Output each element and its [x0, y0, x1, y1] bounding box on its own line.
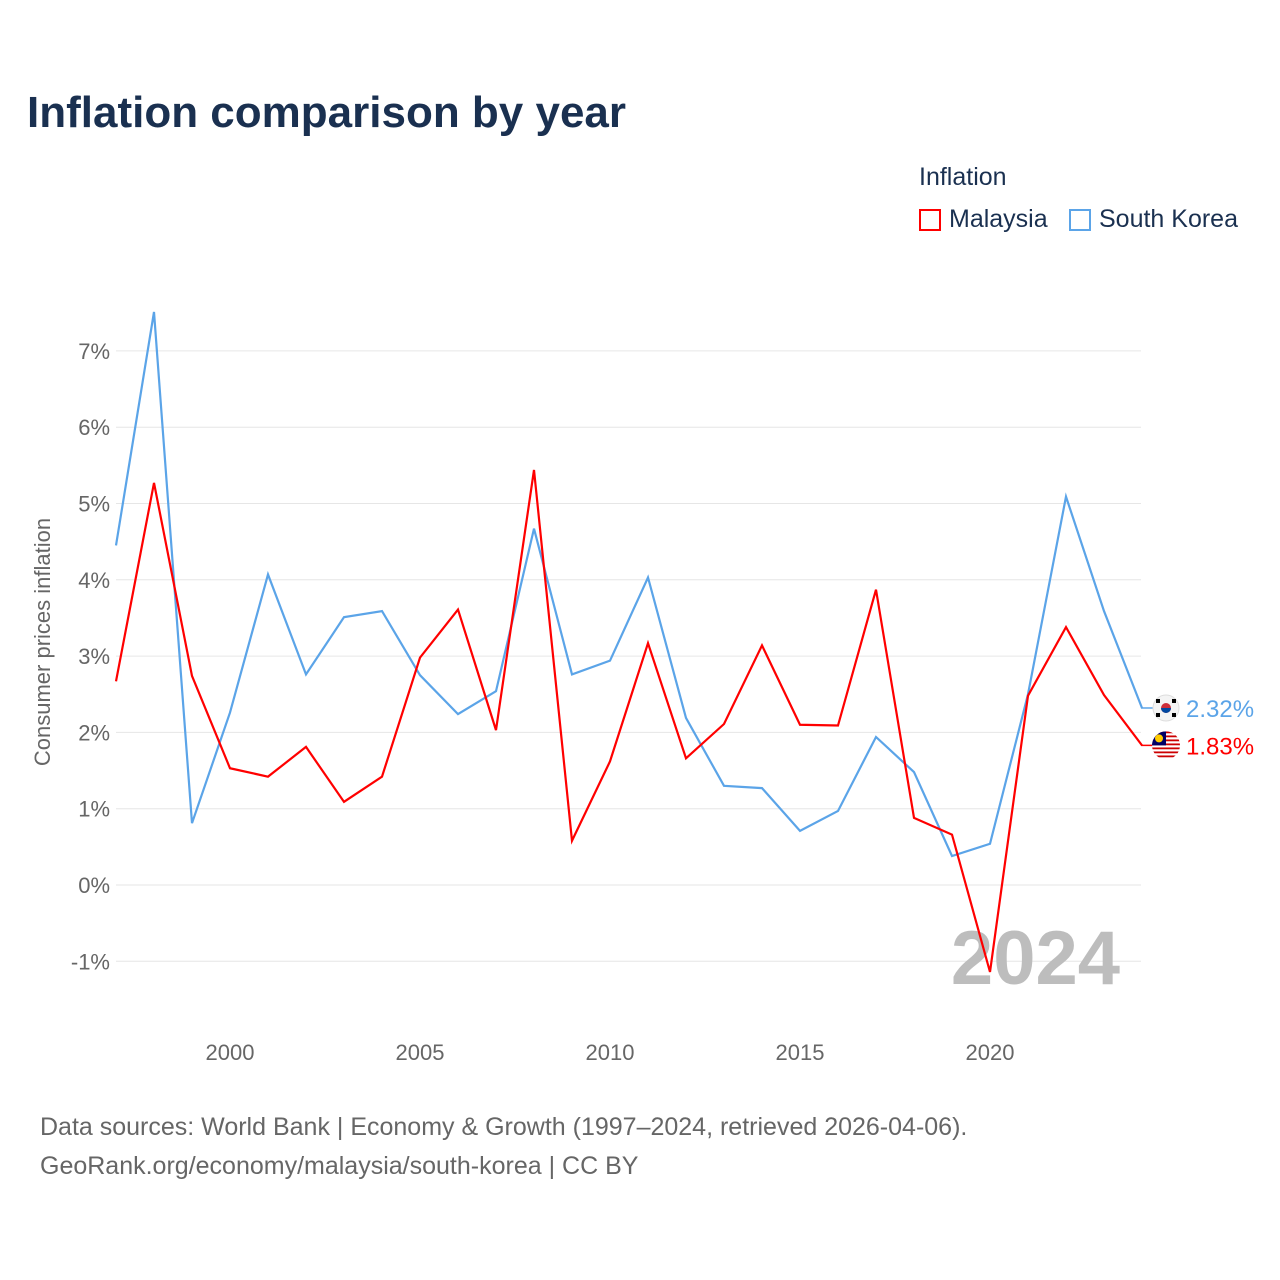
y-tick-label: 0% — [78, 873, 110, 898]
legend-swatch-malaysia — [919, 208, 941, 231]
x-tick-label: 2015 — [776, 1040, 825, 1065]
source-note: Data sources: World Bank | Economy & Gro… — [40, 1108, 967, 1186]
legend-item-malaysia[interactable]: Malaysia — [919, 205, 1048, 234]
y-tick-label: 3% — [78, 644, 110, 669]
legend-label: Malaysia — [949, 205, 1048, 233]
malaysia-flag-icon — [1152, 731, 1180, 760]
legend-swatch-south-korea — [1069, 208, 1091, 231]
x-tick-label: 2005 — [396, 1040, 445, 1065]
flag-trigram — [1156, 698, 1160, 703]
flag-stripe — [1152, 751, 1180, 754]
flag-trigram — [1156, 712, 1160, 717]
y-tick-label: 1% — [78, 797, 110, 822]
y-tick-label: 7% — [78, 339, 110, 364]
year-watermark: 2024 — [951, 916, 1120, 1001]
series-line-malaysia — [114, 469, 1143, 973]
y-tick-label: 5% — [78, 492, 110, 517]
series-line-south-korea — [114, 311, 1144, 858]
x-tick-label: 2020 — [966, 1040, 1015, 1065]
legend-title: Inflation — [919, 163, 1007, 191]
flag-body — [1152, 731, 1180, 760]
source-line: Data sources: World Bank | Economy & Gro… — [40, 1113, 968, 1141]
flag-crescent — [1155, 734, 1163, 743]
y-tick-label: 2% — [78, 720, 110, 745]
y-tick-label: 4% — [78, 568, 110, 593]
y-tick-label: -1% — [71, 949, 110, 974]
end-value-label: 1.83% — [1186, 733, 1254, 760]
flag-taeguk — [1161, 707, 1171, 713]
flag-stripe — [1152, 749, 1180, 752]
flag-stripe — [1152, 755, 1180, 758]
flag-trigram — [1172, 712, 1176, 717]
x-tick-label: 2010 — [586, 1040, 635, 1065]
y-tick-label: 6% — [78, 415, 110, 440]
flag-stripe — [1152, 747, 1180, 750]
chart-title: Inflation comparison by year — [27, 88, 627, 137]
end-value-label: 2.32% — [1186, 696, 1254, 723]
flag-trigram — [1172, 698, 1176, 703]
x-tick-label: 2000 — [206, 1040, 255, 1065]
legend-label: South Korea — [1099, 205, 1238, 233]
flag-stripe — [1152, 757, 1180, 760]
flag-stripe — [1152, 753, 1180, 756]
y-axis-label: Consumer prices inflation — [30, 518, 55, 766]
source-link[interactable]: GeoRank.org/economy/malaysia/south-korea… — [40, 1152, 639, 1180]
flag-stripe — [1152, 745, 1180, 748]
south-korea-flag-icon — [1152, 694, 1180, 722]
legend-item-south-korea[interactable]: South Korea — [1069, 205, 1238, 234]
